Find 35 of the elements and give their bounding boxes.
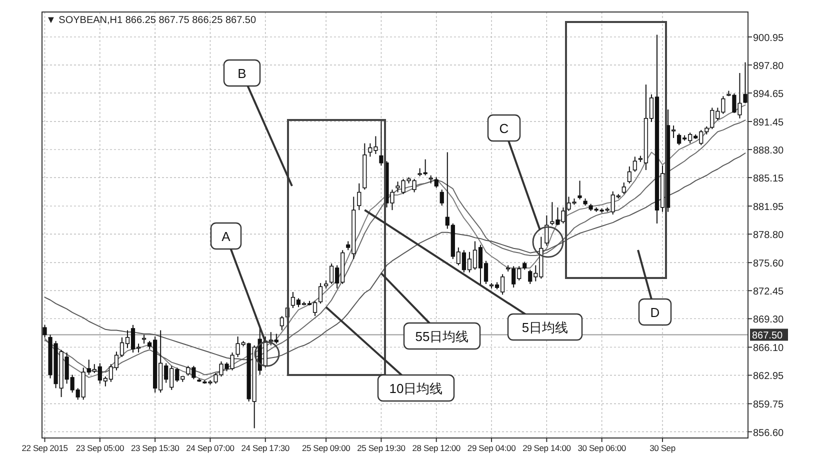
y-tick-label: 878.80 [753, 230, 784, 242]
x-tick-label: 23 Sep 15:30 [130, 443, 180, 453]
x-tick-label: 29 Sep 04:00 [467, 443, 516, 453]
y-tick-label: 897.80 [753, 60, 784, 72]
annotation: A [222, 229, 231, 244]
y-tick-label: 869.30 [753, 314, 784, 326]
chart-title: ▼ SOYBEAN,H1 866.25 867.75 866.25 867.50 [46, 15, 256, 26]
x-tick-label: 30 Sep [650, 443, 676, 453]
y-tick-label: 866.10 [753, 343, 784, 354]
annotation: 55日均线 [415, 329, 469, 344]
x-tick-label: 25 Sep 09:00 [302, 443, 351, 453]
y-tick-label: 891.45 [753, 118, 784, 129]
y-tick-label: 885.15 [753, 174, 784, 185]
x-tick-label: 23 Sep 05:00 [76, 443, 124, 453]
x-tick-label: 25 Sep 19:30 [357, 443, 406, 453]
y-tick-label: 875.60 [753, 258, 784, 270]
x-tick-label: 24 Sep 17:30 [241, 443, 290, 453]
y-tick-label: 881.95 [753, 202, 784, 214]
y-tick-label: 894.65 [753, 89, 784, 100]
y-tick-label: 859.75 [753, 400, 784, 411]
y-tick-label: 862.95 [753, 371, 784, 382]
annotation: C [499, 121, 509, 136]
y-tick-label: 856.60 [753, 428, 784, 439]
x-tick-label: 29 Sep 14:00 [522, 443, 572, 453]
annotation: 10日均线 [389, 381, 443, 396]
y-tick-label: 872.45 [753, 286, 784, 298]
x-tick-label: 24 Sep 07:00 [186, 443, 235, 453]
y-tick-label: 888.30 [753, 146, 784, 157]
annotation: D [650, 305, 660, 320]
x-tick-label: 22 Sep 2015 [22, 443, 68, 453]
annotation: B [238, 66, 246, 81]
x-tick-label: 28 Sep 12:00 [412, 443, 461, 453]
x-tick-label: 30 Sep 06:00 [578, 443, 626, 453]
ref-line-label: 867.50 [752, 330, 784, 342]
y-tick-label: 900.95 [753, 32, 784, 44]
